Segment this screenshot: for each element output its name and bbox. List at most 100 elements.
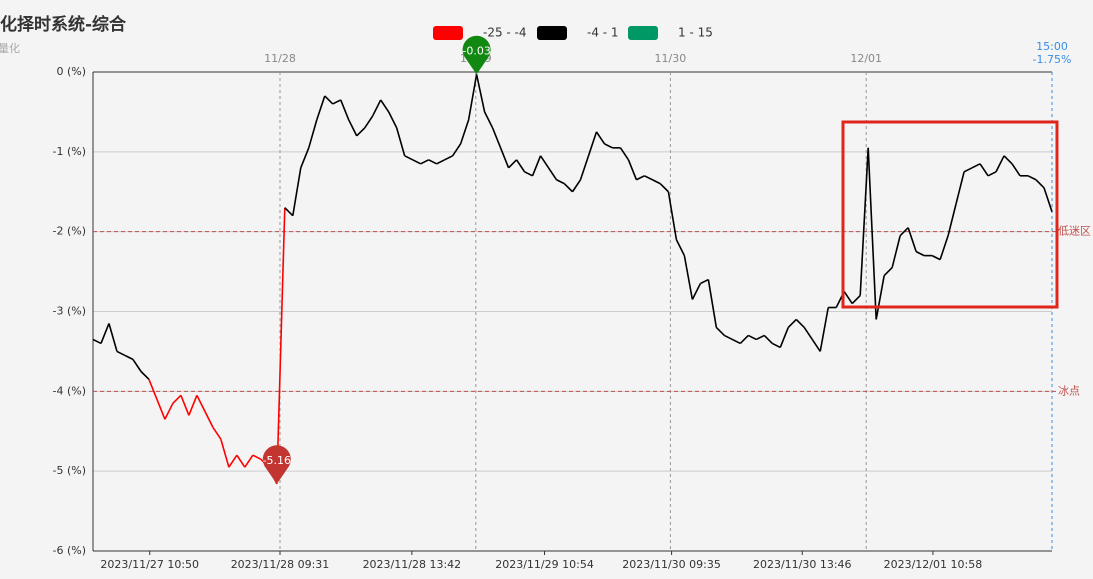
line-segment [467,74,478,121]
line-segment [188,395,198,416]
line-segment [747,334,757,341]
line-segment [531,155,542,177]
line-segment [1011,163,1021,177]
line-segment [412,159,422,165]
line-segment [100,323,110,344]
highlight-box [841,120,1059,309]
y-tick-label: 0 (%) [56,65,86,78]
line-segment [771,342,781,349]
legend-label: -4 - 1 [587,26,619,40]
min-marker [262,445,291,484]
line-segment [723,334,733,341]
line-segment [700,278,709,285]
reference-label: 冰点 [1058,384,1080,397]
line-segment [851,294,861,305]
line-segment [364,115,374,129]
legend-swatch [628,26,658,40]
line-segment [891,235,901,268]
legend-label: -25 - -4 [483,26,527,40]
line-segment [604,143,613,149]
line-segment [404,155,414,161]
line-segment [915,250,925,257]
line-segment [524,171,533,177]
line-segment [172,394,182,404]
line-segment [356,127,366,137]
line-segment [715,326,725,337]
line-segment [907,227,917,252]
line-segment [539,155,550,169]
line-segment [244,454,254,468]
line-segment [971,163,981,169]
max-marker [462,35,491,75]
chart-subtitle: 量化 [0,41,20,55]
line-segment [987,171,997,177]
line-segment [116,350,126,357]
line-segment [843,291,853,304]
line-segment [308,119,318,149]
line-segment [587,131,598,157]
line-segment [931,254,941,261]
line-segment [787,318,797,329]
line-segment [499,147,510,169]
line-segment [508,159,518,169]
line-segment [292,167,302,216]
line-segment [619,147,630,161]
line-segment [140,370,150,380]
top-tick-label: 15:00 [1036,40,1068,53]
line-segment [883,267,893,277]
line-segment [108,323,118,352]
line-segment [196,394,206,412]
reference-label: 低迷区 [1058,225,1091,238]
line-segment [515,159,526,173]
x-tick-label: 2023/11/28 13:42 [363,558,462,571]
line-segment [955,171,965,204]
line-segment [995,155,1005,173]
x-tick-label: 2023/11/28 09:31 [231,558,330,571]
line-segment [124,354,134,361]
line-segment [228,454,238,468]
y-tick-label: -2 (%) [53,225,87,238]
line-segment [547,167,558,181]
line-segment [252,454,262,460]
x-tick-label: 2023/12/01 10:58 [884,558,983,571]
x-tick-label: 2023/11/30 09:35 [622,558,721,571]
line-segment [595,131,606,145]
x-tick-label: 2023/11/27 10:50 [100,558,199,571]
line-segment [691,283,702,300]
line-segment [332,99,342,105]
line-segment [683,255,694,300]
plot-area: 0 (%) -1 (%) -2 (%) -3 (%) -4 (%) -5 (%) -6 (%… [53,35,1091,571]
line-segment [867,147,877,320]
line-segment [428,159,437,165]
max-marker-label: -0.03 [462,44,490,57]
line-segment [380,99,390,113]
line-segment [92,338,102,345]
line-segment [652,179,661,185]
line-segment [667,191,678,240]
line-segment [899,227,909,237]
line-segment [627,159,638,181]
line-segment [348,119,358,137]
line-segment [164,402,174,420]
line-segment [1035,179,1045,189]
line-segment [763,334,773,344]
top-tick-label: 11/30 [655,52,687,65]
line-segment [236,454,246,468]
legend-swatch [537,26,567,40]
line-segment [939,235,949,260]
line-segment [444,155,453,161]
line-segment [395,127,406,157]
line-segment [387,111,398,129]
min-marker-label: -5.16 [263,454,291,467]
line-segment [1043,187,1053,212]
line-segment [339,99,350,121]
end-value-label: -1.75% [1033,53,1072,66]
line-segment [819,307,830,352]
line-segment [859,147,869,296]
line-segment [436,159,445,165]
line-segment [1027,175,1037,181]
line-segment [803,327,813,340]
line-segment [811,338,821,352]
line-segment [979,163,989,177]
x-tick-label: 2023/11/30 13:46 [753,558,852,571]
